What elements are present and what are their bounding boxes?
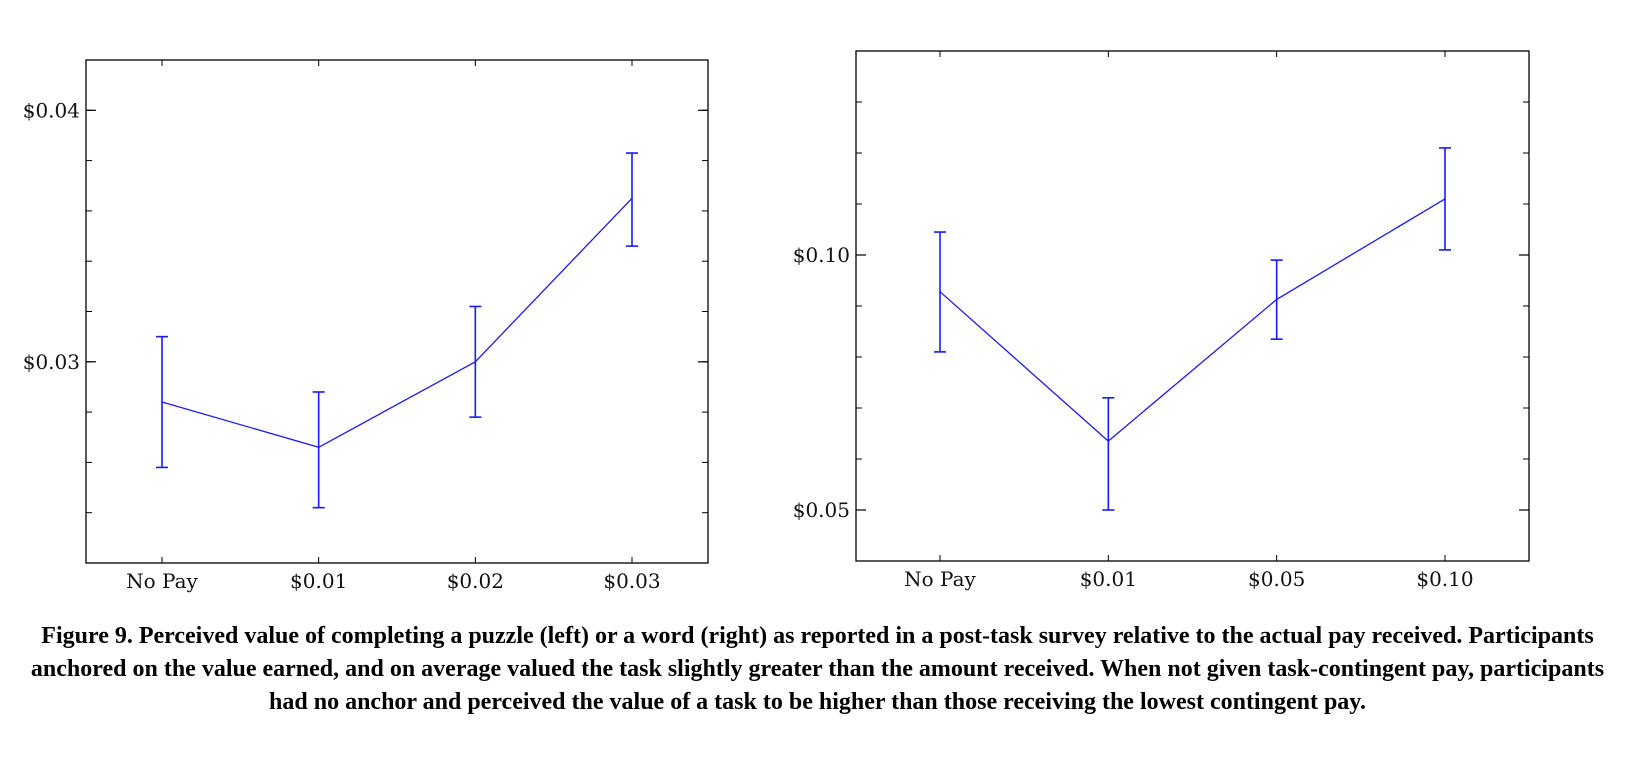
figure-caption: Figure 9. Perceived value of completing … [30,623,1605,715]
data-point [161,401,163,403]
x-tick-label: No Pay [126,569,198,593]
y-tick-label: $0.10 [793,243,850,267]
y-tick-label: $0.05 [793,498,850,522]
data-point [1107,440,1110,442]
chart-right: $0.05 $0.10 No Pay $0.01 $0.05 $0.10 [793,50,1530,591]
series-line [939,198,1446,442]
x-tick-label: $0.10 [1416,567,1473,591]
data-point [939,290,941,293]
x-tick-label: $0.01 [1080,567,1137,591]
x-tick-label: No Pay [904,567,976,591]
x-tick-label: $0.02 [447,569,504,593]
data-point [317,446,320,449]
x-tick-label: $0.05 [1248,567,1305,591]
data-point [1444,198,1446,200]
plot-frame [85,59,709,564]
y-tick-label: $0.03 [23,350,80,374]
x-tick-label: $0.03 [603,569,660,593]
data-point [631,197,633,200]
chart-left: $0.03 $0.04 No Pay $0.01 $0.02 $0.03 [23,59,709,593]
data-point [1275,298,1278,301]
series-line [161,197,633,448]
data-point [474,361,477,363]
y-tick-label: $0.04 [23,98,80,122]
x-tick-label: $0.01 [290,569,347,593]
